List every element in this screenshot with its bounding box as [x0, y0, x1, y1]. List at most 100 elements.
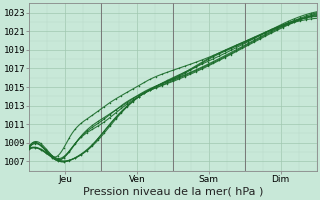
Point [171, 78, 176, 81]
Point [27, 148, 32, 151]
Point [61, 160, 66, 163]
Point [268, 28, 274, 32]
Point [217, 51, 222, 54]
Point [165, 71, 170, 74]
Point [96, 137, 101, 140]
Point [171, 80, 176, 83]
Point [148, 88, 153, 91]
Point [268, 31, 274, 34]
Point [101, 120, 107, 124]
Point [136, 95, 141, 99]
Point [292, 19, 297, 22]
Point [280, 25, 285, 28]
Point [280, 23, 285, 27]
Point [50, 156, 55, 159]
Point [194, 65, 199, 68]
Point [228, 46, 233, 50]
Point [130, 99, 135, 102]
Point [188, 71, 193, 75]
Point [153, 86, 158, 89]
Point [182, 75, 187, 78]
Point [245, 43, 251, 46]
Point [50, 156, 55, 159]
Point [96, 138, 101, 142]
Point [38, 147, 43, 151]
Point [222, 52, 228, 55]
Point [182, 65, 187, 68]
Point [303, 16, 308, 19]
Point [101, 132, 107, 135]
Point [130, 100, 135, 103]
Point [67, 136, 72, 139]
Point [61, 160, 66, 163]
Point [124, 91, 130, 94]
Point [90, 144, 95, 147]
Point [61, 155, 66, 158]
Point [222, 55, 228, 58]
Point [297, 19, 302, 23]
Point [55, 159, 60, 162]
Point [217, 57, 222, 60]
Point [44, 148, 49, 151]
Point [38, 148, 43, 151]
Point [205, 63, 210, 66]
Point [303, 16, 308, 19]
Point [101, 130, 107, 133]
Point [107, 101, 112, 104]
Point [165, 79, 170, 82]
Point [222, 50, 228, 53]
Point [32, 146, 37, 149]
Point [107, 122, 112, 126]
Point [50, 154, 55, 157]
Point [78, 153, 84, 156]
Point [27, 146, 32, 149]
Point [136, 95, 141, 98]
Point [205, 65, 210, 68]
Point [205, 58, 210, 61]
Point [27, 148, 32, 151]
Point [171, 76, 176, 79]
Point [107, 123, 112, 126]
Point [32, 141, 37, 144]
Point [67, 159, 72, 162]
Point [159, 82, 164, 86]
Point [124, 104, 130, 108]
Point [292, 17, 297, 20]
Point [61, 156, 66, 159]
Point [222, 49, 228, 52]
Point [297, 18, 302, 21]
Point [90, 128, 95, 131]
Point [251, 36, 256, 39]
Point [176, 75, 181, 78]
Point [90, 114, 95, 117]
Point [309, 15, 314, 18]
Point [32, 142, 37, 145]
Point [32, 140, 37, 143]
Point [44, 149, 49, 152]
Point [274, 26, 279, 30]
Point [251, 37, 256, 40]
Point [107, 113, 112, 116]
Point [297, 18, 302, 21]
Point [222, 56, 228, 59]
Point [153, 85, 158, 88]
Point [211, 55, 216, 58]
Point [263, 35, 268, 38]
Point [211, 61, 216, 64]
Point [119, 94, 124, 97]
Point [165, 81, 170, 84]
Point [245, 44, 251, 47]
Point [44, 150, 49, 153]
Point [84, 117, 89, 121]
Point [96, 120, 101, 123]
Point [205, 60, 210, 63]
Point [309, 15, 314, 19]
Point [292, 20, 297, 23]
Point [228, 46, 233, 49]
Point [101, 118, 107, 121]
Point [309, 14, 314, 17]
Point [124, 105, 130, 108]
Point [182, 71, 187, 74]
Point [50, 154, 55, 157]
Point [309, 17, 314, 20]
